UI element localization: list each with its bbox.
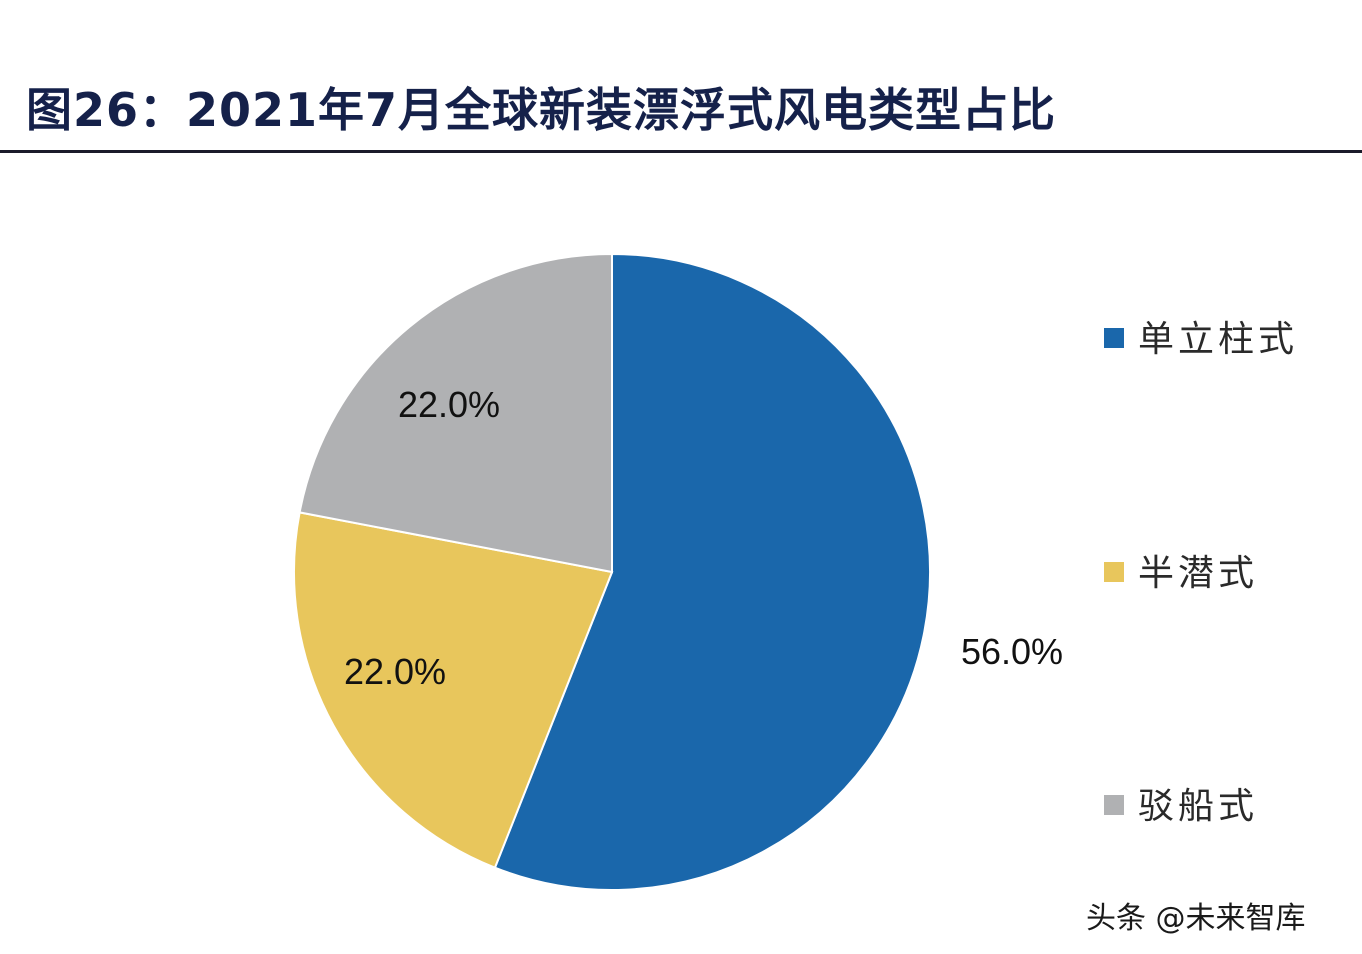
legend-swatch-2 — [1104, 562, 1124, 582]
legend-swatch-1 — [1104, 328, 1124, 348]
slice-label-2: 22.0% — [344, 651, 446, 692]
slice-labels: 56.0% 22.0% 22.0% — [344, 384, 1063, 692]
chart-title: 图26：2021年7月全球新装漂浮式风电类型占比 — [26, 83, 1057, 137]
pie-slice-3 — [298, 252, 613, 574]
slice-label-1: 56.0% — [961, 631, 1063, 672]
legend-swatch-3 — [1104, 795, 1124, 815]
slice-label-3: 22.0% — [398, 384, 500, 425]
pie-slice-1 — [493, 252, 931, 891]
pie-slices — [293, 252, 931, 891]
watermark: 头条 @未来智库 — [1086, 901, 1306, 936]
title-divider — [0, 150, 1362, 153]
pie-slice-2 — [293, 511, 614, 869]
legend-label-3: 驳船式 — [1138, 786, 1258, 827]
legend-label-2: 半潜式 — [1138, 553, 1258, 594]
legend-label-1: 单立柱式 — [1138, 319, 1298, 360]
